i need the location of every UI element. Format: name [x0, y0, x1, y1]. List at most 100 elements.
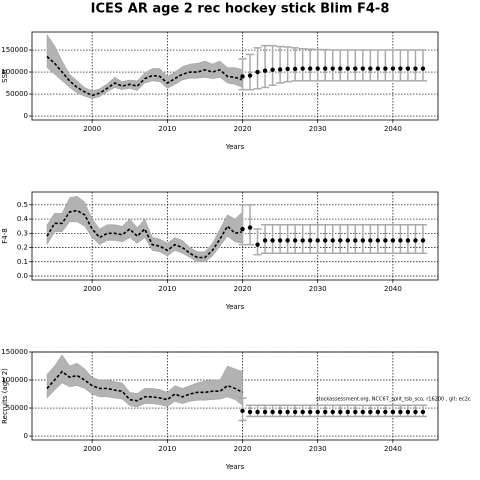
x-tick-label: 2020 [234, 445, 252, 453]
forecast-point [375, 409, 381, 415]
y-axis-label: SSB [1, 69, 9, 83]
forecast-point [345, 238, 350, 243]
forecast-point [292, 409, 298, 415]
forecast-point [262, 68, 268, 73]
plot-frame [31, 191, 439, 281]
plot-frame [31, 351, 439, 441]
forecast-point [390, 66, 396, 71]
forecast-point [383, 238, 388, 243]
x-tick-label: 2020 [234, 125, 252, 133]
x-tick-label: 2040 [384, 125, 402, 133]
forecast-point [375, 238, 381, 243]
x-tick-label: 2000 [83, 125, 101, 133]
x-tick-label: 2010 [158, 285, 176, 293]
x-axis-label: Years [225, 463, 245, 471]
y-tick-label: 0 [24, 112, 28, 120]
forecast-point [330, 238, 335, 243]
forecast-point [360, 66, 366, 71]
forecast-point [323, 238, 328, 243]
forecast-point [360, 238, 366, 243]
forecast-point [247, 409, 253, 415]
y-tick-label: 0.4 [17, 215, 29, 223]
forecast-point [398, 66, 403, 71]
x-tick-label: 2030 [309, 125, 327, 133]
y-tick-label: 0 [24, 432, 28, 440]
x-axis-label: Years [225, 143, 245, 151]
forecast-point [383, 409, 388, 415]
plot-frame [31, 31, 439, 121]
confidence-band [46, 33, 243, 99]
y-axis-label: F4-8 [1, 228, 9, 243]
forecast-point [353, 66, 358, 71]
forecast-point [315, 238, 320, 243]
annotation: stockassessment.org, NCC67_split_tsb_sco… [316, 397, 471, 403]
forecast-point [420, 238, 426, 243]
forecast-point [255, 409, 260, 415]
forecast-point [338, 238, 343, 243]
y-tick-label: 50000 [6, 90, 28, 98]
forecast-point [315, 409, 320, 415]
forecast-point [247, 73, 253, 78]
forecast-point [420, 409, 426, 415]
forecast-point [300, 409, 305, 415]
y-tick-label: 150000 [1, 46, 28, 54]
forecast-point [413, 66, 418, 71]
forecast-point [240, 408, 245, 414]
forecast-point [345, 66, 350, 71]
forecast-point [292, 66, 298, 72]
forecast-point [368, 66, 373, 71]
forecast-point [270, 67, 275, 73]
forecast-point [270, 238, 275, 243]
estimate-line [46, 370, 243, 402]
forecast-point [420, 66, 426, 71]
forecast-point [383, 66, 388, 71]
confidence-band [46, 196, 243, 263]
forecast-point [368, 409, 373, 415]
forecast-point [285, 66, 290, 72]
forecast-point [262, 238, 268, 243]
forecast-point [345, 409, 350, 415]
confidence-band [46, 354, 243, 408]
forecast-point [368, 238, 373, 243]
forecast-point [277, 67, 283, 72]
y-tick-label: 100000 [1, 68, 28, 76]
estimate-line [46, 56, 243, 97]
x-tick-label: 2030 [309, 285, 327, 293]
forecast-point [390, 409, 396, 415]
forecast-point [323, 409, 328, 415]
x-tick-label: 2000 [83, 285, 101, 293]
forecast-point [413, 409, 418, 415]
forecast-point [277, 409, 283, 415]
x-tick-label: 2040 [384, 445, 402, 453]
forecast-point [277, 238, 283, 243]
forecast-point [398, 238, 403, 243]
x-tick-label: 2030 [309, 445, 327, 453]
forecast-point [405, 409, 411, 415]
y-tick-label: 0.0 [17, 272, 28, 280]
forecast-point [255, 242, 260, 247]
forecast-point [398, 409, 403, 415]
x-tick-label: 2040 [384, 285, 402, 293]
y-tick-label: 0.1 [17, 258, 28, 266]
forecast-point [315, 66, 320, 71]
forecast-point [390, 238, 396, 243]
y-tick-label: 0.5 [17, 201, 28, 209]
forecast-point [300, 66, 305, 71]
forecast-point [353, 409, 358, 415]
forecast-point [285, 409, 290, 415]
forecast-point [255, 69, 260, 75]
forecast-point [330, 66, 335, 71]
forecast-point [360, 409, 366, 415]
chart-title: ICES AR age 2 rec hockey stick Blim F4-8 [91, 2, 390, 17]
forecast-point [262, 409, 268, 415]
forecast-point [330, 409, 335, 415]
forecast-point [307, 409, 313, 415]
forecast-point [413, 238, 418, 243]
x-tick-label: 2020 [234, 285, 252, 293]
x-tick-label: 2010 [158, 445, 176, 453]
x-tick-label: 2000 [83, 445, 101, 453]
x-axis-label: Years [225, 303, 245, 311]
y-tick-label: 0.3 [17, 229, 28, 237]
forecast-point [285, 238, 290, 243]
forecast-point [338, 66, 343, 71]
